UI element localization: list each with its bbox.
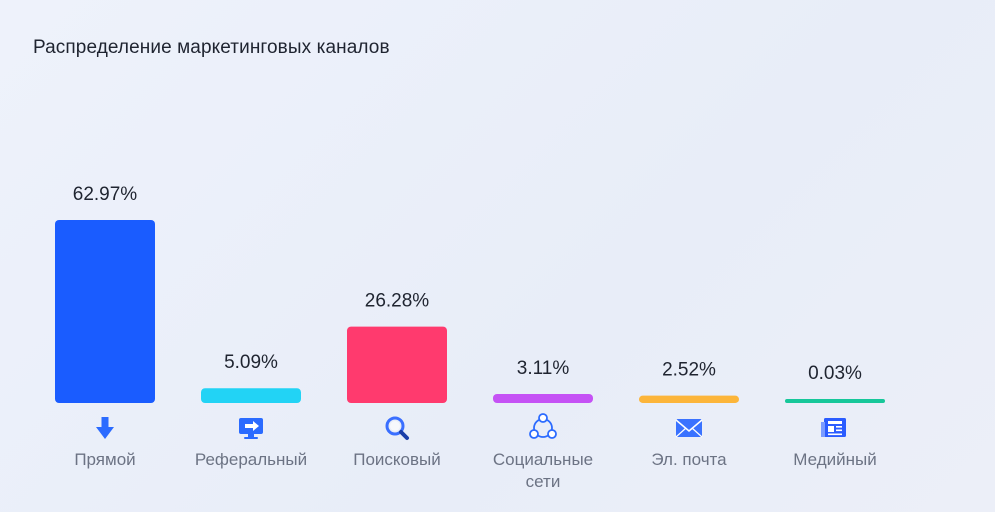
social-network-icon: [529, 413, 557, 439]
category-label: Социальные: [493, 450, 593, 469]
data-label: 0.03%: [808, 363, 862, 384]
bar[interactable]: [639, 395, 739, 403]
envelope-icon: [675, 419, 703, 438]
data-label: 2.52%: [662, 360, 716, 381]
data-label: 26.28%: [365, 291, 430, 312]
data-label: 5.09%: [224, 352, 278, 373]
chart-title: Распределение маркетинговых каналов: [33, 37, 390, 58]
bar[interactable]: [201, 388, 301, 403]
category-label: Прямой: [74, 450, 135, 469]
monitor-arrow-icon: [239, 418, 263, 439]
data-label: 3.11%: [517, 358, 570, 379]
bar[interactable]: [347, 326, 447, 403]
magnifier-icon: [385, 416, 409, 440]
data-label: 62.97%: [73, 184, 138, 205]
category-label: сети: [526, 472, 561, 491]
arrow-down-icon: [96, 417, 114, 439]
bar[interactable]: [55, 220, 155, 403]
category-label: Реферальный: [195, 450, 307, 469]
bar[interactable]: [493, 393, 593, 403]
media-newspaper-icon: [821, 418, 846, 437]
category-label: Эл. почта: [651, 450, 727, 469]
category-label: Поисковый: [353, 450, 441, 469]
category-label: Медийный: [793, 450, 876, 469]
bar[interactable]: [785, 399, 885, 403]
